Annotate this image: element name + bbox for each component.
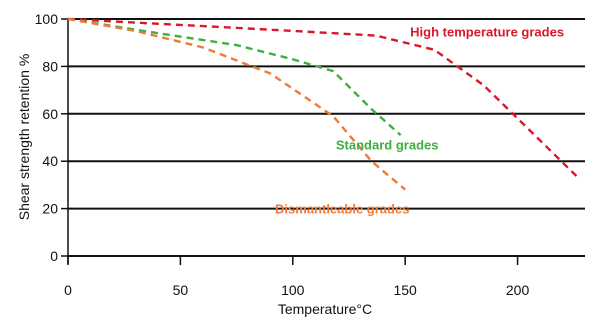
axis-layer: 0 20 40 60 80 100 0 50 100 150 200 [35,11,530,298]
y-tick-label: 100 [35,11,59,27]
y-tick-label: 20 [42,201,58,217]
grid-layer [68,18,585,257]
y-tick-label: 0 [50,248,58,264]
series-layer [67,17,580,191]
series-line-standard-grades [67,17,402,136]
series-line-dismantleable-grades [67,17,406,191]
y-tick-label: 40 [42,153,58,169]
series-label-high-temperature-grades: High temperature grades [410,25,564,40]
series-label-dismantleable-grades: Dismantleable grades [275,202,409,217]
series-line-high-temperature-grades [67,17,580,179]
x-tick-label: 50 [173,282,189,298]
x-axis-title: Temperature°C [278,301,372,317]
series-label-standard-grades: Standard grades [336,138,439,153]
y-tick-label: 80 [42,58,58,74]
label-layer: High temperature grades Standard grades Di… [275,25,564,217]
x-tick-label: 200 [506,282,530,298]
x-tick-label: 0 [64,282,72,298]
x-tick-label: 150 [393,282,417,298]
x-tick-label: 100 [281,282,305,298]
y-tick-label: 60 [42,106,58,122]
y-axis-title: Shear strength retention % [16,54,32,221]
